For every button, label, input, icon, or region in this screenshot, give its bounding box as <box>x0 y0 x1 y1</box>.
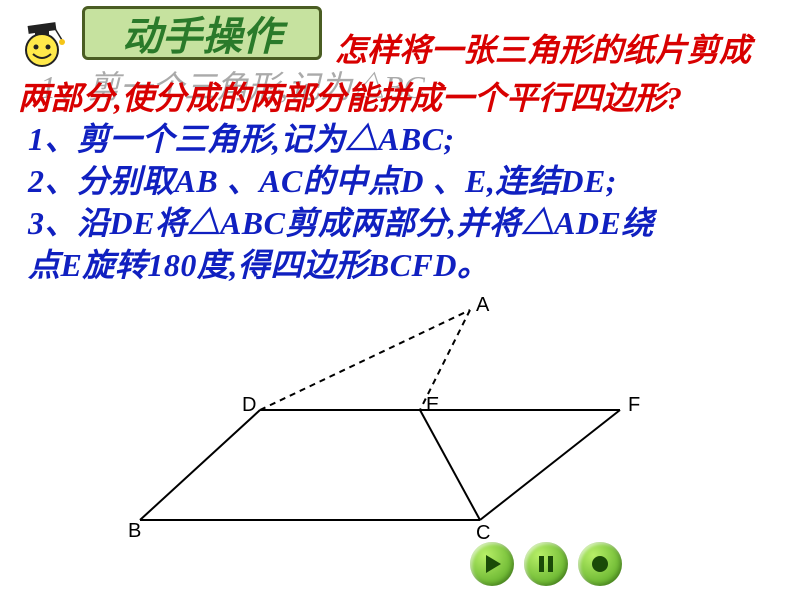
pause-button[interactable] <box>524 542 568 586</box>
geometry-diagram: A D E F B C <box>130 300 650 560</box>
step-3-line1: 3、沿DE将△ABC剪成两部分,并将△ADE绕 <box>28 202 784 245</box>
label-F: F <box>628 394 640 417</box>
step-3-line2: 点E旋转180度,得四边形BCFD。 <box>28 244 490 287</box>
playback-controls <box>470 542 622 586</box>
label-E: E <box>426 394 439 417</box>
question-text-line1: 怎样将一张三角形的纸片剪成 <box>335 28 794 73</box>
step-1: 1、剪一个三角形,记为△ABC; <box>28 118 455 161</box>
pause-icon <box>535 553 557 575</box>
stop-button[interactable] <box>578 542 622 586</box>
title-text: 动手操作 <box>122 4 282 62</box>
question-text-line2: 两部分,使分成的两部分能拼成一个平行四边形? <box>18 76 786 121</box>
play-button[interactable] <box>470 542 514 586</box>
label-A: A <box>476 294 489 317</box>
play-icon <box>481 553 503 575</box>
title-box: 动手操作 <box>82 6 322 60</box>
label-D: D <box>242 394 256 417</box>
label-B: B <box>128 520 141 543</box>
stop-icon <box>589 553 611 575</box>
step-2: 2、分别取AB 、AC的中点D 、E,连结DE; <box>28 160 617 203</box>
smiley-graduation-icon <box>22 22 70 70</box>
diagram-svg <box>130 300 650 560</box>
